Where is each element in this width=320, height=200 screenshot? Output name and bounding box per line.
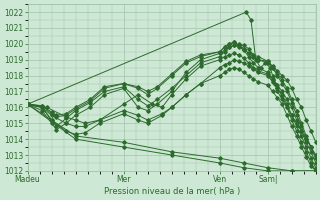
X-axis label: Pression niveau de la mer( hPa ): Pression niveau de la mer( hPa ) bbox=[104, 187, 240, 196]
